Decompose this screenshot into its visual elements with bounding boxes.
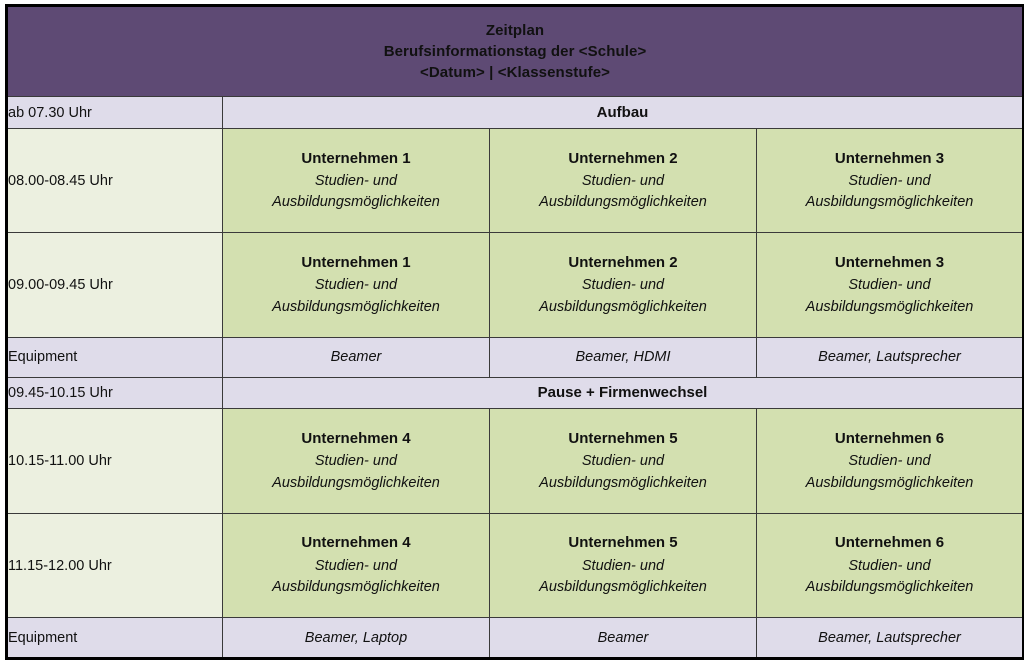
company-description: Studien- und Ausbildungsmöglichkeiten xyxy=(757,556,1022,599)
block1-slot1-row: 08.00-08.45 Uhr Unternehmen 1 Studien- u… xyxy=(6,127,1024,234)
schedule-table: Zeitplan Berufsinformationstag der <Schu… xyxy=(5,4,1024,660)
desc-line-2: Ausbildungsmöglichkeiten xyxy=(272,298,440,315)
company-name: Unternehmen 6 xyxy=(834,429,945,447)
equipment-row-2: Equipment Beamer, Laptop Beamer Beamer, … xyxy=(6,617,1024,659)
block2-slot1-company-2: Unternehmen 5 Studien- und Ausbildungsmö… xyxy=(489,408,757,514)
block2-slot2-time: 11.15-12.00 Uhr xyxy=(6,512,223,619)
company-name: Unternehmen 5 xyxy=(568,534,678,552)
equipment-1-col-2: Beamer, HDMI xyxy=(489,337,757,378)
equipment-1-label: Equipment xyxy=(6,337,223,378)
desc-line-2: Ausbildungsmöglichkeiten xyxy=(539,194,707,211)
company-name: Unternehmen 2 xyxy=(568,149,678,167)
title-line-3: <Datum> | <Klassenstufe> xyxy=(420,64,611,82)
title-line-1: Zeitplan xyxy=(485,21,545,39)
desc-line-1: Studien- und xyxy=(581,277,665,294)
block2-slot2-company-1: Unternehmen 4 Studien- und Ausbildungsmö… xyxy=(222,512,490,619)
desc-line-1: Studien- und xyxy=(848,453,931,470)
block1-slot1-company-2: Unternehmen 2 Studien- und Ausbildungsmö… xyxy=(489,127,757,234)
block1-slot2-row: 09.00-09.45 Uhr Unternehmen 1 Studien- u… xyxy=(6,232,1024,339)
block2-slot2-company-2: Unternehmen 5 Studien- und Ausbildungsmö… xyxy=(489,512,757,619)
title-banner-row: Zeitplan Berufsinformationstag der <Schu… xyxy=(5,4,1024,98)
desc-line-1: Studien- und xyxy=(314,453,398,470)
block2-slot2-company-3: Unternehmen 6 Studien- und Ausbildungsmö… xyxy=(755,512,1024,619)
desc-line-2: Ausbildungsmöglichkeiten xyxy=(805,194,974,211)
company-description: Studien- und Ausbildungsmöglichkeiten xyxy=(223,556,489,599)
break-label: Pause + Firmenwechsel xyxy=(221,376,1024,410)
block2-slot1-row: 10.15-11.00 Uhr Unternehmen 4 Studien- u… xyxy=(6,408,1024,514)
break-time: 09.45-10.15 Uhr xyxy=(6,376,223,410)
company-description: Studien- und Ausbildungsmöglichkeiten xyxy=(757,171,1022,214)
desc-line-2: Ausbildungsmöglichkeiten xyxy=(539,579,707,596)
desc-line-2: Ausbildungsmöglichkeiten xyxy=(272,474,440,491)
desc-line-1: Studien- und xyxy=(848,557,931,574)
title-banner: Zeitplan Berufsinformationstag der <Schu… xyxy=(5,4,1024,98)
block1-slot2-company-2: Unternehmen 2 Studien- und Ausbildungsmö… xyxy=(489,232,757,339)
block2-slot1-company-1: Unternehmen 4 Studien- und Ausbildungsmö… xyxy=(222,408,490,514)
desc-line-1: Studien- und xyxy=(314,277,398,294)
company-description: Studien- und Ausbildungsmöglichkeiten xyxy=(490,171,756,214)
desc-line-2: Ausbildungsmöglichkeiten xyxy=(539,298,707,315)
desc-line-1: Studien- und xyxy=(581,557,665,574)
equipment-2-col-2: Beamer xyxy=(489,617,757,659)
company-name: Unternehmen 4 xyxy=(301,534,411,552)
setup-row: ab 07.30 Uhr Aufbau xyxy=(6,96,1024,129)
break-row: 09.45-10.15 Uhr Pause + Firmenwechsel xyxy=(6,376,1024,410)
desc-line-1: Studien- und xyxy=(848,277,931,294)
company-name: Unternehmen 4 xyxy=(301,429,411,447)
desc-line-2: Ausbildungsmöglichkeiten xyxy=(805,474,974,491)
equipment-2-label: Equipment xyxy=(6,617,223,659)
block2-slot1-company-3: Unternehmen 6 Studien- und Ausbildungsmö… xyxy=(755,408,1024,514)
equipment-1-col-3: Beamer, Lautsprecher xyxy=(755,337,1024,378)
company-description: Studien- und Ausbildungsmöglichkeiten xyxy=(223,275,489,318)
block1-slot2-company-3: Unternehmen 3 Studien- und Ausbildungsmö… xyxy=(755,232,1024,339)
desc-line-1: Studien- und xyxy=(314,172,398,189)
company-description: Studien- und Ausbildungsmöglichkeiten xyxy=(490,556,756,599)
company-description: Studien- und Ausbildungsmöglichkeiten xyxy=(223,171,489,214)
block1-slot1-company-1: Unternehmen 1 Studien- und Ausbildungsmö… xyxy=(222,127,490,234)
block2-slot2-row: 11.15-12.00 Uhr Unternehmen 4 Studien- u… xyxy=(6,512,1024,619)
desc-line-2: Ausbildungsmöglichkeiten xyxy=(272,579,440,596)
setup-time: ab 07.30 Uhr xyxy=(6,96,223,129)
desc-line-2: Ausbildungsmöglichkeiten xyxy=(272,194,440,211)
equipment-row-1: Equipment Beamer Beamer, HDMI Beamer, La… xyxy=(6,337,1024,378)
company-name: Unternehmen 3 xyxy=(834,149,945,167)
desc-line-2: Ausbildungsmöglichkeiten xyxy=(805,579,974,596)
block2-slot1-time: 10.15-11.00 Uhr xyxy=(6,408,223,514)
block1-slot1-company-3: Unternehmen 3 Studien- und Ausbildungsmö… xyxy=(755,127,1024,234)
desc-line-1: Studien- und xyxy=(581,453,665,470)
company-name: Unternehmen 6 xyxy=(834,534,945,552)
desc-line-1: Studien- und xyxy=(314,557,398,574)
company-description: Studien- und Ausbildungsmöglichkeiten xyxy=(757,275,1022,318)
block1-slot2-company-1: Unternehmen 1 Studien- und Ausbildungsmö… xyxy=(222,232,490,339)
company-name: Unternehmen 5 xyxy=(568,429,678,447)
company-description: Studien- und Ausbildungsmöglichkeiten xyxy=(490,275,756,318)
company-description: Studien- und Ausbildungsmöglichkeiten xyxy=(757,451,1022,494)
company-name: Unternehmen 2 xyxy=(568,254,678,272)
company-description: Studien- und Ausbildungsmöglichkeiten xyxy=(490,451,756,494)
equipment-2-col-3: Beamer, Lautsprecher xyxy=(755,617,1024,659)
setup-label: Aufbau xyxy=(221,96,1024,129)
equipment-2-col-1: Beamer, Laptop xyxy=(222,617,490,659)
desc-line-1: Studien- und xyxy=(581,172,665,189)
title-line-2: Berufsinformationstag der <Schule> xyxy=(383,43,647,61)
desc-line-2: Ausbildungsmöglichkeiten xyxy=(805,298,974,315)
desc-line-2: Ausbildungsmöglichkeiten xyxy=(539,474,707,491)
equipment-1-col-1: Beamer xyxy=(222,337,490,378)
desc-line-1: Studien- und xyxy=(848,172,931,189)
block1-slot1-time: 08.00-08.45 Uhr xyxy=(6,127,223,234)
company-description: Studien- und Ausbildungsmöglichkeiten xyxy=(223,451,489,494)
company-name: Unternehmen 1 xyxy=(301,254,411,272)
block1-slot2-time: 09.00-09.45 Uhr xyxy=(6,232,223,339)
company-name: Unternehmen 1 xyxy=(301,149,411,167)
company-name: Unternehmen 3 xyxy=(834,254,945,272)
